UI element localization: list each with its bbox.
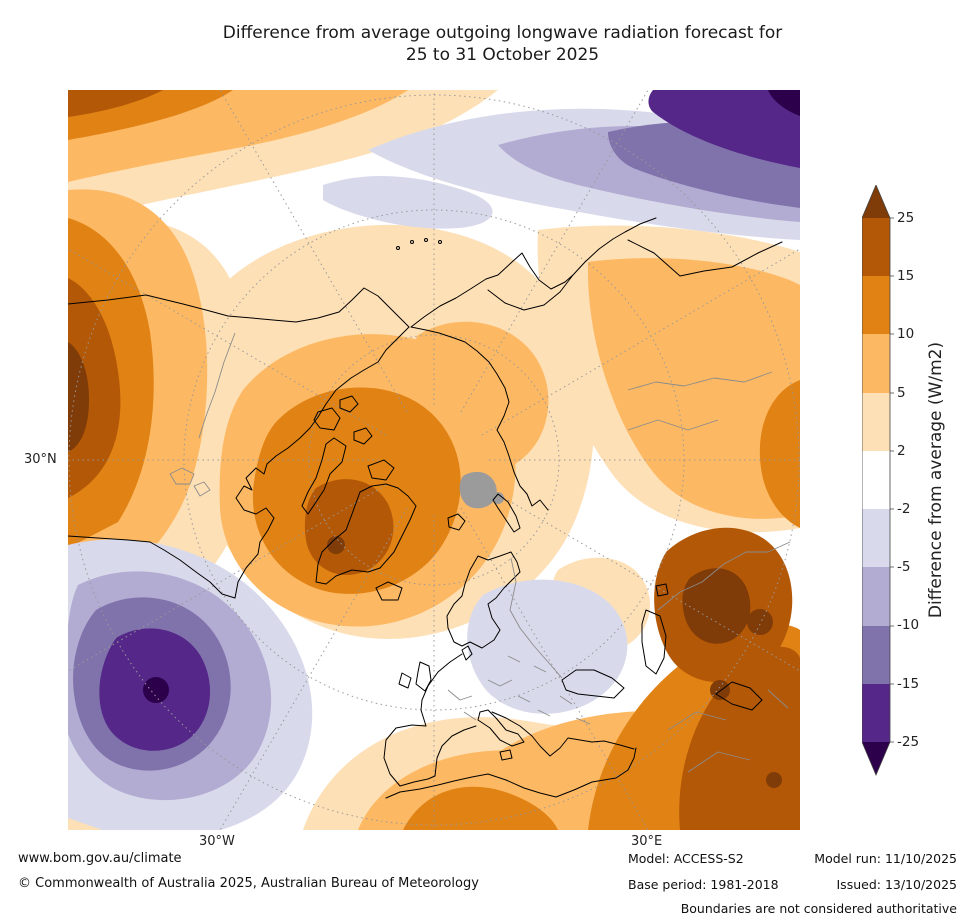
colorbar-seg-neutral [862, 451, 890, 509]
map-canvas [60, 89, 801, 839]
footer-disclaimer: Boundaries are not considered authoritat… [680, 901, 957, 916]
longitude-label-30w: 30°W [199, 834, 235, 849]
colorbar-seg-m15-25 [862, 684, 890, 742]
contour-plus25 [68, 342, 782, 788]
colorbar-tick-m5: -5 [897, 559, 911, 575]
colorbar-seg-m5-10 [862, 567, 890, 626]
country-borders [169, 332, 791, 773]
colorbar-tick-m15: -15 [897, 676, 920, 692]
gray-patches [459, 471, 504, 509]
title-line1: Difference from average outgoing longwav… [222, 23, 783, 43]
footer-issued: Issued: 13/10/2025 [836, 877, 958, 892]
colorbar-tick-5: 5 [897, 385, 906, 401]
colorbar-tick-2: 2 [897, 443, 906, 459]
colorbar-tick-m10: -10 [897, 617, 920, 633]
colorbar-arrow-above-25 [862, 185, 890, 218]
colorbar-seg-10-15 [862, 276, 890, 334]
footer-url: www.bom.gov.au/climate [18, 851, 182, 866]
colorbar-seg-m10-15 [862, 626, 890, 684]
colorbar-tickmarks [890, 217, 894, 743]
contour-minus25 [143, 90, 800, 703]
colorbar-seg-5-10 [862, 334, 890, 393]
page-title: Difference from average outgoing longwav… [40, 22, 965, 67]
colorbar-axis-label: Difference from average (W/m2) [926, 341, 946, 619]
longitude-label-30e: 30°E [631, 834, 663, 849]
colorbar [862, 185, 894, 777]
colorbar-tick-m25: -25 [897, 734, 920, 750]
colorbar-arrow-below-25 [862, 742, 890, 775]
colorbar-seg-m2-5 [862, 509, 890, 567]
colorbar-tick-10: 10 [897, 326, 915, 342]
footer-model-run: Model run: 11/10/2025 [814, 851, 957, 866]
map-graphic [60, 89, 801, 839]
latitude-label-30n: 30°N [24, 452, 57, 467]
footer-base-period: Base period: 1981-2018 [628, 877, 779, 892]
coastlines [67, 217, 783, 799]
colorbar-tick-25: 25 [897, 210, 915, 226]
footer-model-label: Model: ACCESS-S2 [628, 851, 744, 866]
title-line2: 25 to 31 October 2025 [405, 45, 600, 66]
colorbar-tick-15: 15 [897, 268, 915, 284]
colorbar-tick-m2: -2 [897, 501, 911, 517]
footer-copyright: © Commonwealth of Australia 2025, Austra… [18, 876, 479, 891]
colorbar-seg-2-5 [862, 393, 890, 451]
colorbar-seg-15-25 [862, 218, 890, 276]
